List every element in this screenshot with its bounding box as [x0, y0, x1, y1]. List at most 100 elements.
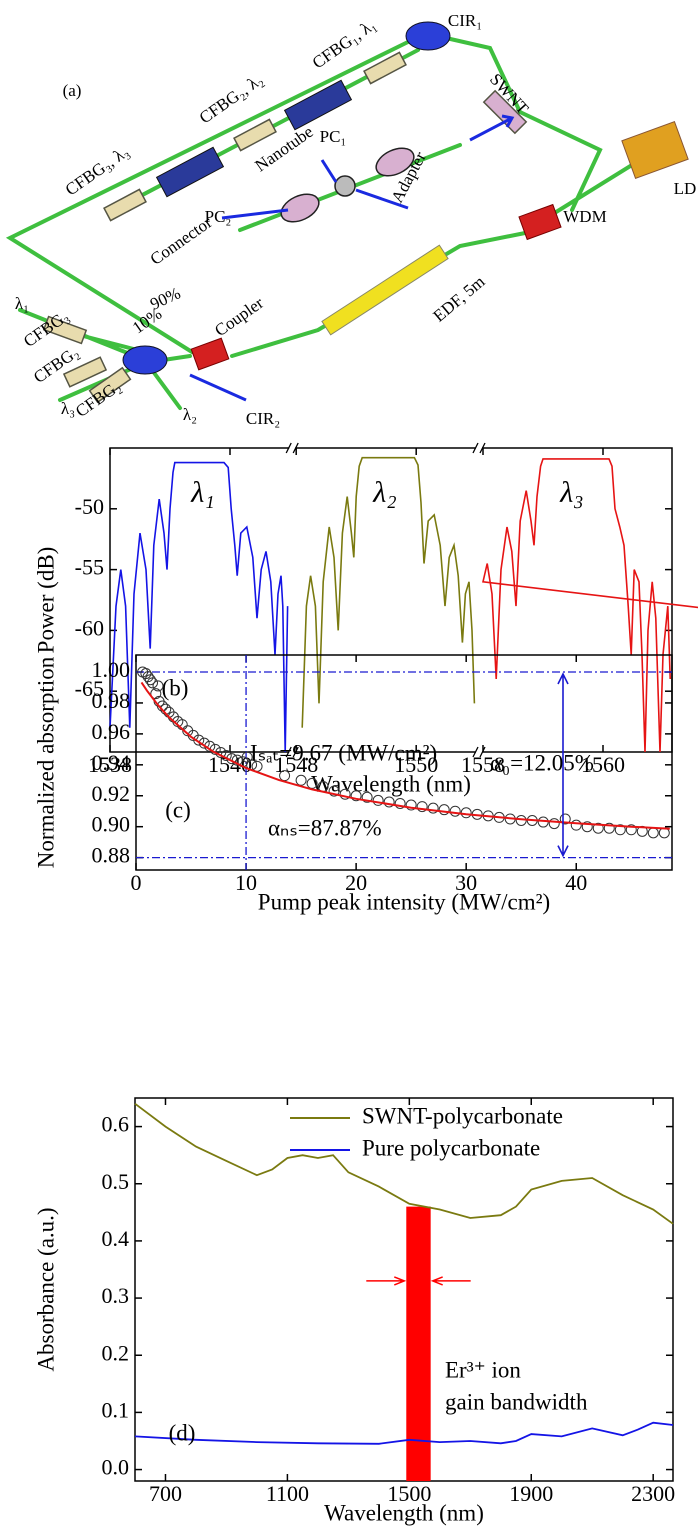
spectrum-line	[482, 458, 698, 753]
annotation: αₙₛ=87.87%	[268, 815, 382, 840]
x-tick-label: 1548	[274, 752, 318, 777]
coupler	[190, 337, 230, 371]
y-tick-label: 0.0	[102, 1455, 130, 1480]
y-tick-label: 0.5	[102, 1169, 130, 1194]
data-point	[647, 827, 659, 839]
data-point	[405, 799, 417, 811]
axis-break	[285, 442, 299, 454]
data-point	[592, 822, 604, 834]
diagram-label: λ₁	[15, 294, 29, 313]
data-point	[361, 791, 373, 803]
annotation: Iₛₐₜ=9.67 (MW/cm²)	[250, 740, 437, 765]
panel-label: (b)	[162, 675, 189, 700]
y-tick-label: 0.2	[102, 1340, 130, 1365]
axis-break-gap	[476, 749, 482, 755]
arrow	[189, 373, 247, 402]
x-tick-label: 1900	[509, 1481, 553, 1506]
diagram-label: WDM	[563, 207, 606, 226]
panel-label: (c)	[165, 797, 191, 822]
fit-line	[140, 681, 670, 830]
x-tick-label: 30	[455, 870, 477, 895]
data-point	[427, 802, 439, 814]
x-tick-label: 1100	[266, 1481, 309, 1506]
cfbg	[62, 356, 108, 388]
laser-diode	[621, 120, 689, 180]
y-tick-label: 0.96	[92, 719, 131, 744]
diagram-label: EDF, 5m	[430, 272, 489, 326]
diagram-label: CFBG₃, λ₃	[62, 142, 133, 199]
y-axis-title: Normalized absorption	[33, 656, 58, 868]
data-point	[603, 822, 615, 834]
axis-break-gap	[476, 445, 482, 451]
polarization-controllers	[155, 79, 353, 198]
y-tick-label: 0.88	[92, 843, 131, 868]
diagram-label: λ₂	[183, 405, 197, 424]
circulator	[122, 345, 168, 375]
data-point	[394, 797, 406, 809]
legend-label: Pure polycarbonate	[362, 1135, 540, 1160]
cfbg	[233, 118, 277, 152]
plot-frame	[134, 1097, 674, 1482]
y-tick-label: 1.00	[92, 657, 131, 682]
fiber-left	[5, 38, 414, 354]
band-arrow	[430, 1276, 471, 1286]
arrow	[469, 114, 515, 142]
data-point	[144, 674, 156, 686]
y-axis-title: Absorbance (a.u.)	[33, 1207, 58, 1371]
data-point	[449, 805, 461, 817]
channel-label: λ₂	[372, 476, 396, 509]
band-annotation: Er³⁺ ion	[445, 1357, 521, 1382]
data-point	[193, 734, 205, 746]
diagram-label: Connector	[147, 212, 216, 268]
x-axis-title: Wavelength (nm)	[311, 771, 471, 796]
axis-break	[285, 746, 299, 758]
x-tick-label: 1540	[208, 752, 252, 777]
data-point	[152, 680, 164, 692]
y-tick-label: 0.6	[102, 1112, 130, 1137]
connector	[375, 147, 415, 177]
cfbg	[88, 366, 132, 404]
data-point	[339, 788, 351, 800]
data-point	[350, 790, 362, 802]
diagram-label: PC₁	[320, 127, 347, 146]
plot-frame	[135, 654, 673, 871]
x-tick-label: 10	[235, 870, 257, 895]
channel-label: λ₁	[190, 476, 214, 509]
diagram-label: CIR₁	[448, 11, 482, 30]
y-tick-label: 0.3	[102, 1283, 130, 1308]
data-point	[383, 796, 395, 808]
axis-break-gap	[289, 749, 296, 755]
band-annotation: gain bandwidth	[445, 1389, 588, 1414]
pc	[155, 146, 225, 198]
y-tick-label: -60	[75, 615, 104, 640]
edf	[321, 244, 449, 336]
span-arrow	[557, 672, 569, 858]
cfbg	[42, 315, 88, 345]
fiber-right	[444, 36, 603, 212]
axis-break	[472, 442, 486, 454]
wdm	[518, 203, 562, 241]
data-point	[548, 818, 560, 830]
y-tick-label: 0.1	[102, 1397, 130, 1422]
data-point	[372, 794, 384, 806]
cfbg	[103, 188, 147, 222]
data-point	[328, 785, 340, 797]
y-tick-label: -65	[75, 676, 104, 701]
x-tick-label: 1500	[387, 1481, 431, 1506]
y-tick-label: 0.98	[92, 688, 131, 713]
data-point	[147, 677, 159, 689]
x-axis-title: Wavelength (nm)	[324, 1500, 484, 1525]
annotation: α₀=12.05%	[490, 750, 594, 775]
data-point	[150, 688, 162, 700]
data-point	[625, 824, 637, 836]
axis-break	[472, 746, 486, 758]
x-tick-label: 0	[131, 870, 142, 895]
diagram-label: PC₂	[205, 207, 232, 226]
spectrum-line	[134, 1421, 674, 1445]
axis-break-gap	[289, 445, 296, 451]
x-axis-title: Pump peak intensity (MW/cm²)	[258, 889, 550, 914]
circulator	[405, 21, 451, 51]
data-point	[460, 807, 472, 819]
pc	[283, 79, 353, 131]
